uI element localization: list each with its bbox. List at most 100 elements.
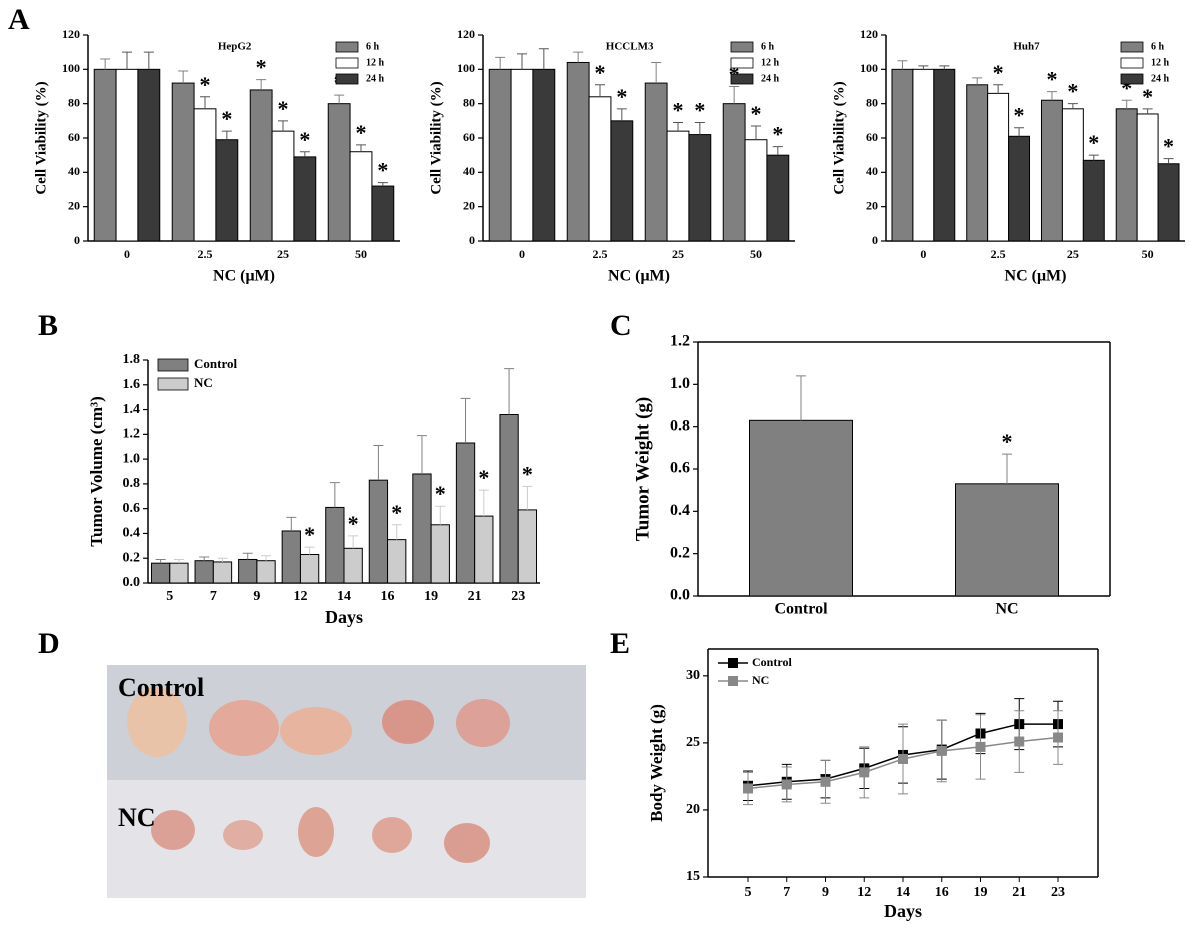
error-bar: [299, 151, 310, 157]
bar: [966, 84, 989, 242]
significance-marker: *: [1002, 429, 1013, 454]
significance-marker: *: [1046, 67, 1057, 92]
error-bar: [897, 60, 908, 70]
legend-marker: [728, 676, 738, 686]
significance-marker: *: [772, 122, 783, 147]
legend-label: 6 h: [366, 41, 380, 52]
x-tick-label: 50: [355, 247, 367, 261]
bar: [171, 82, 195, 242]
x-tick-label: 50: [750, 247, 762, 261]
error-bar: [217, 557, 228, 562]
bar: [327, 103, 351, 242]
error-bar: [460, 397, 471, 444]
tumor: [456, 699, 510, 747]
error-bar: [122, 51, 132, 70]
x-tick-label: 2.5: [198, 247, 213, 261]
x-tick-label: 9: [253, 589, 260, 604]
bar: [368, 479, 389, 584]
bar: [610, 120, 634, 242]
bar: [588, 96, 612, 242]
x-tick-label: 12: [857, 885, 871, 900]
x-axis-label: Days: [884, 901, 922, 921]
x-tick-label: 5: [166, 589, 173, 604]
bar: [93, 68, 117, 242]
significance-marker: *: [993, 60, 1004, 85]
y-tick-label: 0.0: [670, 587, 690, 604]
chart-title: HCCLM3: [606, 41, 654, 53]
significance-marker: *: [304, 522, 315, 547]
y-tick-label: 0.0: [123, 575, 141, 590]
error-bar: [334, 94, 345, 104]
error-bar: [1002, 453, 1012, 484]
y-tick-label: 30: [686, 668, 700, 683]
y-tick-label: 0.4: [670, 502, 690, 519]
error-bar: [673, 122, 683, 132]
error-bar: [573, 51, 584, 63]
legend-label: 24 h: [761, 73, 780, 84]
error-bar: [478, 489, 489, 517]
y-tick-label: 1.4: [123, 402, 141, 417]
y-tick-label: 120: [62, 27, 80, 41]
x-tick-label: 0: [124, 247, 130, 261]
bar: [455, 442, 476, 584]
legend-label: 6 h: [1151, 41, 1165, 52]
bar: [249, 89, 273, 242]
legend-label: Control: [752, 655, 792, 669]
y-tick-label: 40: [68, 164, 80, 178]
y-tick-label: 0.2: [123, 550, 141, 565]
bar: [1115, 108, 1138, 242]
x-tick-label: 16: [935, 885, 949, 900]
x-tick-label: 23: [511, 589, 525, 604]
error-bar: [939, 65, 950, 70]
error-bar: [751, 125, 761, 140]
y-axis-label: Tumor Weight (g): [632, 397, 653, 541]
point: [898, 753, 908, 764]
panel-label: E: [610, 627, 630, 660]
bar: [1008, 135, 1031, 242]
y-tick-label: 0.2: [670, 544, 690, 561]
point: [859, 767, 870, 778]
bar: [666, 130, 690, 242]
error-bar: [694, 122, 705, 135]
bar: [766, 154, 790, 242]
y-axis-label: Cell Viability (%): [831, 81, 847, 194]
bar: [271, 130, 295, 242]
error-bar: [256, 79, 267, 90]
error-bar: [435, 505, 446, 525]
significance-marker: *: [348, 511, 359, 536]
y-tick-label: 60: [866, 130, 878, 144]
tumor: [298, 807, 334, 857]
x-tick-label: 16: [381, 589, 395, 604]
photo-label: NC: [118, 803, 156, 832]
x-tick-label: 0: [519, 247, 525, 261]
error-bar: [1121, 99, 1132, 109]
tumor: [151, 810, 195, 850]
legend-label: NC: [752, 673, 769, 687]
significance-marker: *: [1142, 84, 1153, 109]
error-bar: [522, 485, 533, 510]
bar: [150, 562, 171, 584]
bar: [955, 483, 1059, 597]
bar: [722, 103, 746, 242]
bar: [387, 539, 407, 584]
y-tick-label: 120: [457, 27, 475, 41]
significance-marker: *: [1163, 134, 1174, 159]
bar: [517, 509, 538, 584]
error-bar: [278, 120, 288, 132]
bar: [912, 68, 935, 242]
legend-label: 24 h: [1151, 73, 1170, 84]
bar: [1040, 99, 1063, 242]
y-tick-label: 80: [866, 95, 878, 109]
x-tick-label: 7: [783, 885, 790, 900]
legend-label: Control: [194, 356, 237, 371]
significance-marker: *: [256, 55, 267, 80]
error-bar: [261, 555, 272, 561]
y-tick-label: 60: [463, 130, 475, 144]
bar: [293, 156, 317, 242]
error-bar: [286, 516, 297, 531]
panel-label: D: [38, 627, 60, 660]
error-bar: [356, 144, 366, 152]
error-bar: [729, 86, 740, 104]
bar: [281, 530, 301, 584]
bar: [749, 419, 853, 597]
